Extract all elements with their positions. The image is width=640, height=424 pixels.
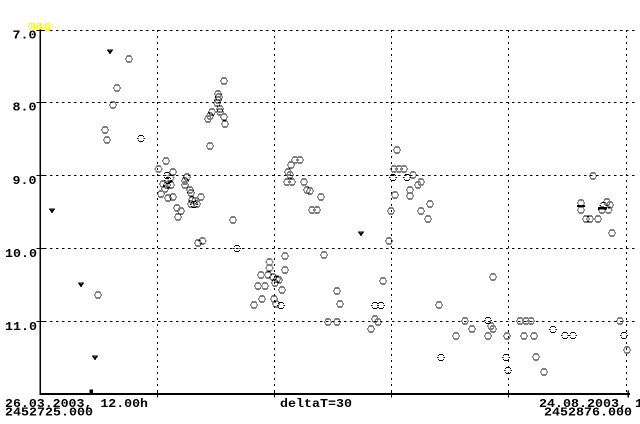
svg-text:8.0: 8.0: [13, 102, 37, 115]
svg-text:7.0: 7.0: [13, 30, 37, 43]
svg-text:mag: mag: [28, 20, 51, 33]
svg-text:2452725.000: 2452725.000: [5, 407, 93, 420]
svg-text:2452876.000: 2452876.000: [544, 407, 632, 420]
svg-text:9.0: 9.0: [13, 175, 37, 188]
svg-text:10.0: 10.0: [5, 248, 37, 261]
svg-text:24.08.2003, 12: 24.08.2003, 12: [539, 398, 640, 411]
svg-text:26.03.2003, 12.00h: 26.03.2003, 12.00h: [5, 398, 148, 411]
svg-text:11.0: 11.0: [5, 321, 37, 334]
svg-text:deltaT=30: deltaT=30: [280, 398, 352, 411]
